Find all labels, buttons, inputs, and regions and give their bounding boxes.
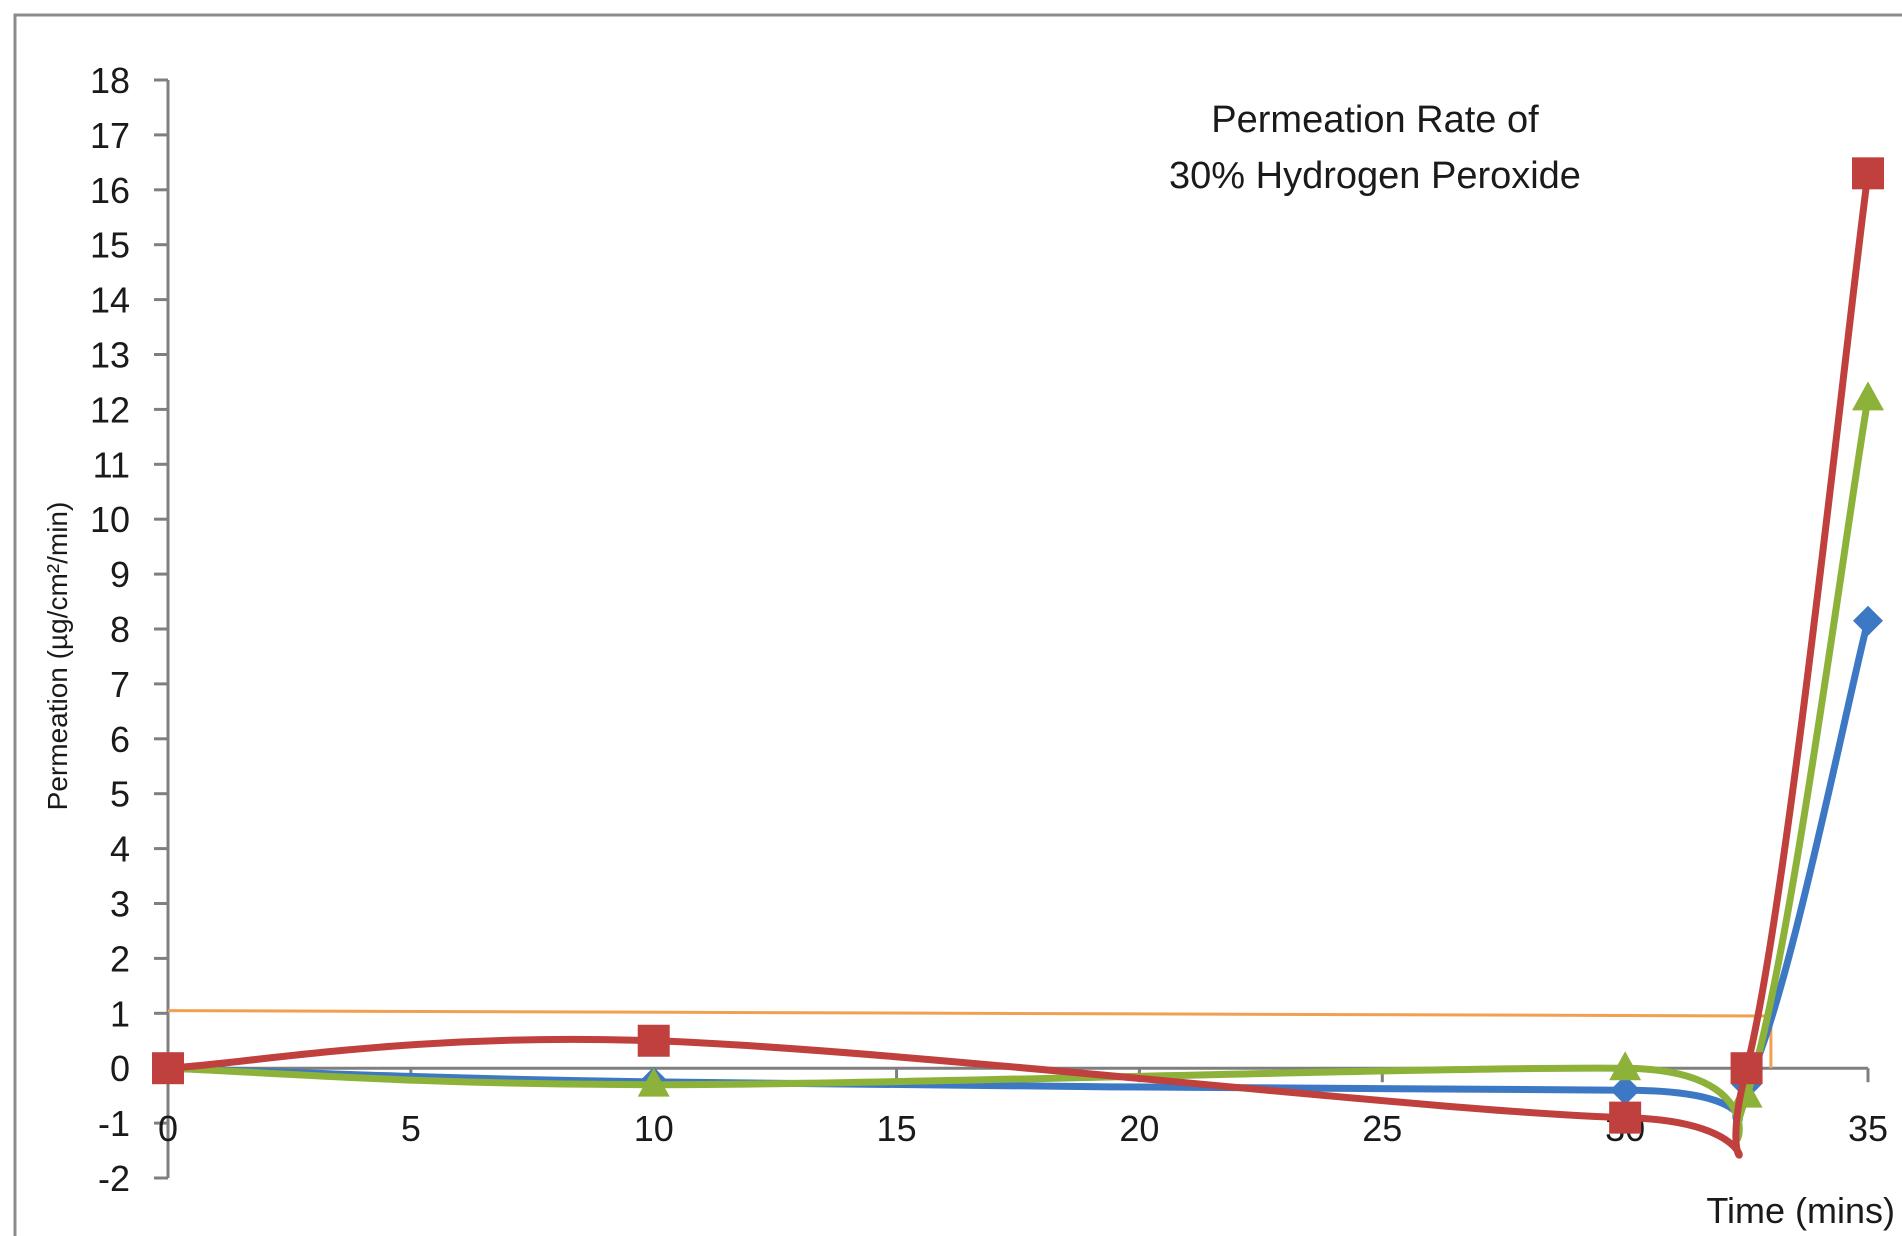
y-tick-label: 3 xyxy=(110,884,130,925)
y-tick-label: 2 xyxy=(110,938,130,979)
y-tick-label: 0 xyxy=(110,1048,130,1089)
x-tick-label: 20 xyxy=(1119,1108,1159,1149)
x-tick-label: 15 xyxy=(877,1108,917,1149)
y-tick-label: 4 xyxy=(110,829,130,870)
x-tick-label: 0 xyxy=(158,1108,178,1149)
y-tick-label: 6 xyxy=(110,719,130,760)
y-tick-label: -1 xyxy=(98,1103,130,1144)
chart-title-line-1: Permeation Rate of xyxy=(1211,99,1539,141)
data-point-square xyxy=(1609,1102,1641,1134)
y-tick-label: -2 xyxy=(98,1158,130,1199)
x-tick-label: 25 xyxy=(1362,1108,1402,1149)
data-point-square xyxy=(152,1052,184,1084)
y-tick-label: 7 xyxy=(110,664,130,705)
y-tick-label: 10 xyxy=(90,499,130,540)
y-tick-label: 18 xyxy=(90,60,130,101)
y-tick-label: 12 xyxy=(90,389,130,430)
y-tick-label: 14 xyxy=(90,280,130,321)
x-axis-title: Time (mins) xyxy=(1706,1190,1895,1231)
data-point-square xyxy=(638,1025,670,1057)
y-tick-label: 1 xyxy=(110,993,130,1034)
data-point-square xyxy=(1731,1052,1763,1084)
y-tick-label: 9 xyxy=(110,554,130,595)
y-tick-label: 13 xyxy=(90,335,130,376)
y-tick-label: 5 xyxy=(110,774,130,815)
y-tick-label: 11 xyxy=(93,444,130,485)
data-point-square xyxy=(1852,157,1884,189)
x-tick-label: 5 xyxy=(401,1108,421,1149)
y-tick-label: 17 xyxy=(90,115,130,156)
x-tick-label: 10 xyxy=(634,1108,674,1149)
chart-title-line-2: 30% Hydrogen Peroxide xyxy=(1169,155,1581,197)
y-axis-title: Permeation (µg/cm²/min) xyxy=(42,502,73,811)
y-tick-label: 8 xyxy=(110,609,130,650)
y-tick-label: 15 xyxy=(90,225,130,266)
x-tick-label: 35 xyxy=(1848,1108,1888,1149)
y-tick-label: 16 xyxy=(90,170,130,211)
